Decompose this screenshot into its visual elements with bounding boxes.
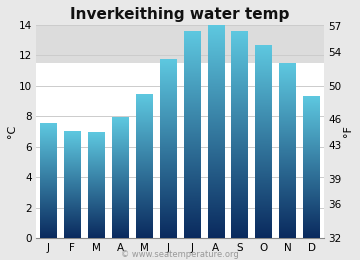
Y-axis label: °C: °C xyxy=(7,125,17,138)
Text: © www.seatemperature.org: © www.seatemperature.org xyxy=(121,250,239,259)
Bar xyxy=(36,24,324,63)
Title: Inverkeithing water temp: Inverkeithing water temp xyxy=(70,7,290,22)
Y-axis label: °F: °F xyxy=(343,125,353,137)
